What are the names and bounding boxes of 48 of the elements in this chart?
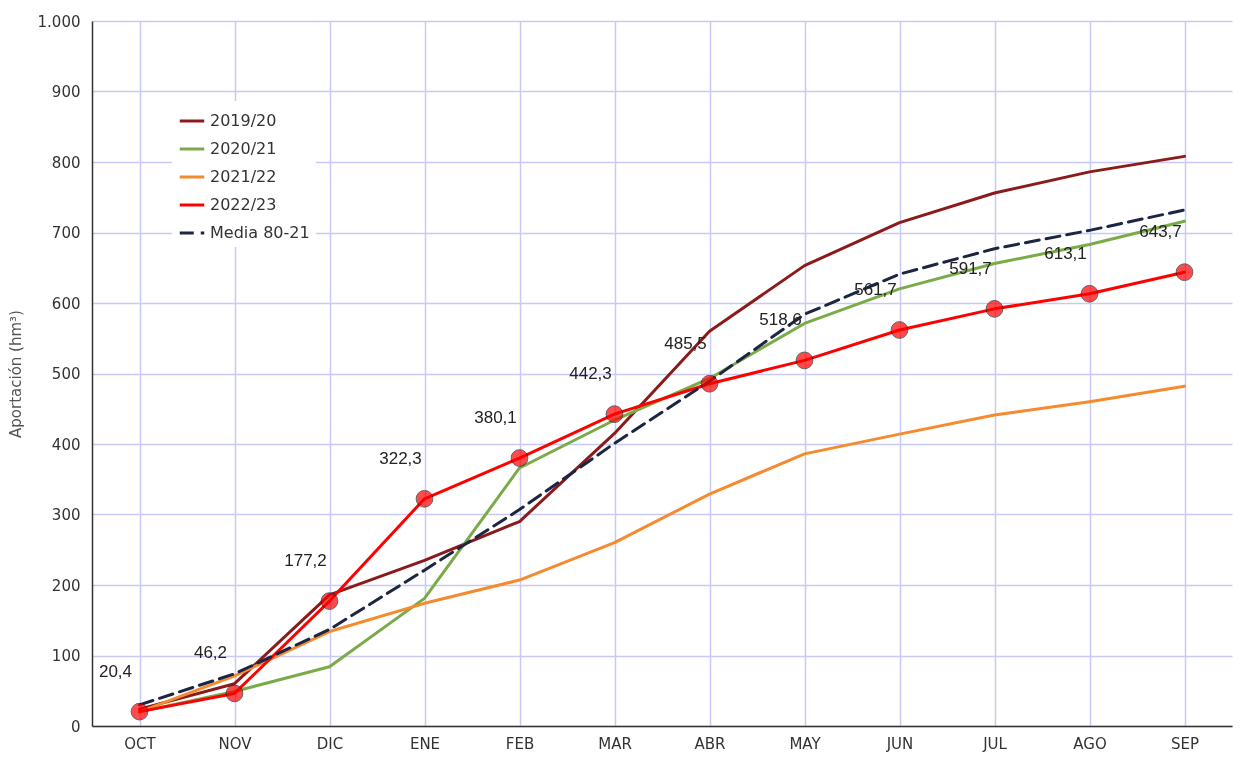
x-tick-label: DIC bbox=[316, 734, 344, 753]
y-tick-label: 200 bbox=[51, 576, 81, 595]
data-label: 442,3 bbox=[569, 364, 612, 384]
data-label: 643,7 bbox=[1139, 222, 1182, 242]
point bbox=[605, 405, 624, 424]
x-tick-label: MAR bbox=[598, 734, 632, 753]
x-tick-label: SEP bbox=[1170, 734, 1200, 753]
data-label: 322,3 bbox=[379, 448, 422, 468]
y-tick-label: 600 bbox=[51, 294, 81, 313]
x-tick-label: JUN bbox=[885, 734, 914, 753]
legend-label: 2020/21 bbox=[210, 139, 277, 158]
y-axis-title: Aportación (hm³) bbox=[6, 310, 25, 438]
point bbox=[130, 702, 149, 721]
data-label: 380,1 bbox=[474, 408, 517, 428]
y-tick-label: 0 bbox=[70, 717, 81, 736]
data-label: 46,2 bbox=[193, 643, 228, 663]
x-tick-label: JUL bbox=[982, 734, 1008, 753]
x-tick-label: ABR bbox=[694, 734, 726, 753]
y-tick-label: 1.000 bbox=[37, 12, 81, 31]
x-tick-label: MAY bbox=[789, 734, 822, 753]
y-tick-label: 400 bbox=[51, 435, 81, 454]
y-tick-label: 300 bbox=[51, 506, 81, 524]
x-tick-label: OCT bbox=[124, 734, 157, 753]
data-label: 20,4 bbox=[98, 661, 133, 681]
y-tick-label: 700 bbox=[51, 224, 81, 242]
y-tick-label: 800 bbox=[51, 153, 81, 172]
legend-label: Media 80-21 bbox=[210, 223, 310, 242]
y-tick-label: 500 bbox=[51, 365, 81, 383]
legend-label: 2019/20 bbox=[210, 111, 277, 130]
data-label: 177,2 bbox=[284, 551, 327, 571]
point bbox=[1175, 263, 1194, 282]
y-tick-label: 100 bbox=[51, 647, 81, 665]
legend-label: 2021/22 bbox=[210, 167, 277, 186]
point bbox=[320, 592, 339, 610]
x-tick-label: FEB bbox=[505, 734, 535, 753]
x-tick-label: ENE bbox=[409, 734, 441, 753]
point bbox=[700, 374, 719, 393]
point bbox=[795, 351, 814, 370]
y-tick-label: 900 bbox=[51, 83, 81, 101]
point bbox=[890, 321, 909, 339]
point bbox=[225, 684, 244, 703]
point bbox=[985, 300, 1004, 318]
x-tick-label: AGO bbox=[1073, 734, 1107, 753]
point bbox=[415, 489, 434, 508]
legend-label: 2022/23 bbox=[210, 195, 277, 214]
point bbox=[1080, 284, 1099, 303]
point bbox=[510, 449, 529, 467]
x-tick-label: NOV bbox=[218, 734, 253, 753]
